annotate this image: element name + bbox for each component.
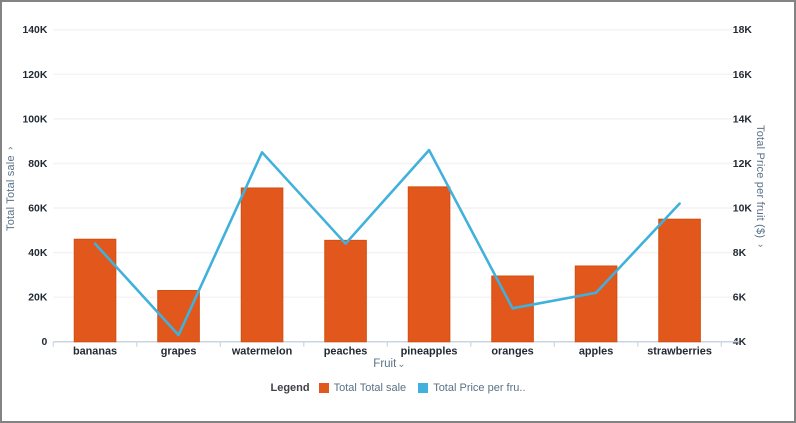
bar-watermelon[interactable] [240,187,284,343]
right-axis-tick-label: 18K [733,25,753,36]
right-axis-tick-label: 10K [733,204,753,215]
x-category-label: pineapples [401,346,458,358]
x-category-label: watermelon [231,346,292,358]
right-axis-tick-label: 8K [733,248,747,259]
left-axis-tick-label: 100K [23,114,48,125]
x-category-label: apples [579,346,613,358]
bar-strawberries[interactable] [658,218,701,343]
right-axis-title[interactable]: Total Price per fruit ($)⌄ [754,30,766,345]
x-category-label: grapes [161,346,197,358]
bar-pineapples[interactable] [407,186,451,343]
chevron-down-icon: ⌄ [397,359,406,370]
left-axis-tick-label: 40K [28,248,48,259]
left-axis-title-text: Total Total sale [5,155,17,231]
legend-items: Total Total sale Total Price per fru.. [318,382,526,394]
legend-item[interactable]: Total Price per fru.. [418,382,526,394]
right-axis-title-text: Total Price per fruit ($) [754,125,766,239]
left-axis-tick-label: 20K [28,293,48,304]
legend-item[interactable]: Total Total sale [318,382,407,394]
left-axis-tick-label: 80K [28,159,48,170]
x-category-label: peaches [324,346,368,358]
chevron-down-icon: ⌄ [5,144,16,156]
legend-swatch [418,383,429,393]
x-category-label: oranges [491,346,533,358]
right-axis-tick-label: 12K [733,159,753,170]
left-axis-tick-label: 0 [42,337,48,348]
x-axis-title-text: Fruit [373,358,397,370]
line-series[interactable] [93,148,681,337]
right-axis-tick-label: 6K [733,293,747,304]
legend: Legend Total Total sale Total Price per f… [2,382,794,394]
x-category-label: strawberries [647,346,712,358]
legend-swatch [318,383,329,393]
right-axis-tick-label: 16K [733,70,753,81]
left-axis-tick-label: 140K [23,25,48,36]
right-axis-tick-label: 14K [733,114,753,125]
legend-item-label: Total Total sale [333,382,407,394]
right-axis-tick-label: 4K [733,337,747,348]
chevron-down-icon: ⌄ [755,238,766,250]
x-category-label: bananas [73,346,117,358]
legend-label: Legend [270,382,310,394]
legend-item-label: Total Price per fru.. [433,382,526,394]
left-axis-title[interactable]: Total Total sale⌄ [5,30,17,345]
left-axis-tick-label: 60K [28,204,48,215]
left-axis-tick-label: 120K [23,70,48,81]
bar-bananas[interactable] [73,238,117,343]
x-axis-title[interactable]: Fruit⌄ [52,358,728,370]
bar-peaches[interactable] [324,239,367,343]
